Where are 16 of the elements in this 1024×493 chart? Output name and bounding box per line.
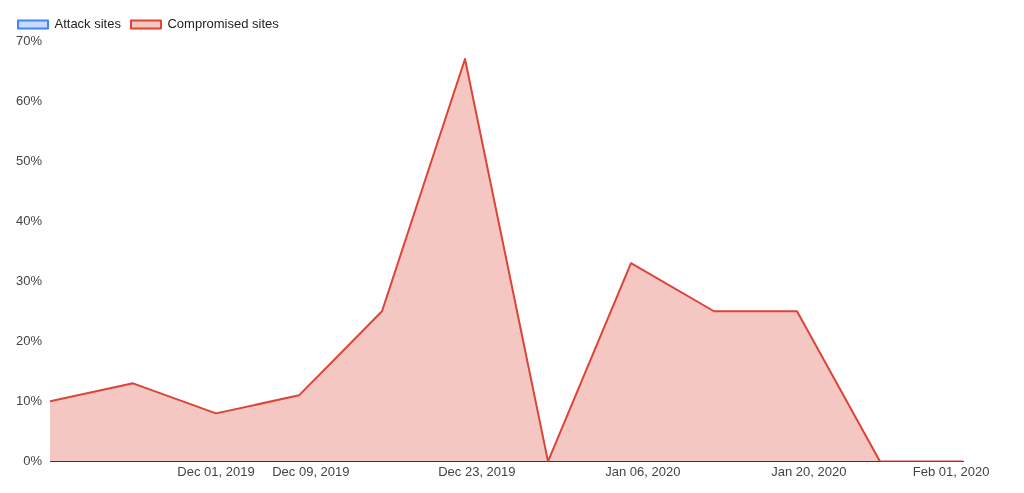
y-tick-label: 10% — [15, 392, 43, 408]
y-tick-label: 70% — [15, 32, 43, 48]
legend-label: Compromised sites — [167, 16, 280, 32]
y-tick-label: 30% — [15, 272, 43, 288]
y-tick-label: 60% — [15, 92, 43, 108]
y-tick-label: 40% — [15, 212, 43, 228]
x-tick-label: Dec 09, 2019 — [272, 463, 350, 479]
y-tick-label: 50% — [15, 152, 43, 168]
x-tick-label: Dec 23, 2019 — [438, 463, 516, 479]
y-tick-label: 0% — [23, 452, 43, 468]
x-tick-label: Feb 01, 2020 — [912, 463, 990, 479]
y-tick-label: 20% — [15, 332, 43, 348]
legend-label: Attack sites — [54, 16, 122, 32]
x-tick-label: Jan 06, 2020 — [605, 463, 681, 479]
x-tick-label: Dec 01, 2019 — [177, 463, 255, 479]
x-tick-label: Jan 20, 2020 — [771, 463, 847, 479]
